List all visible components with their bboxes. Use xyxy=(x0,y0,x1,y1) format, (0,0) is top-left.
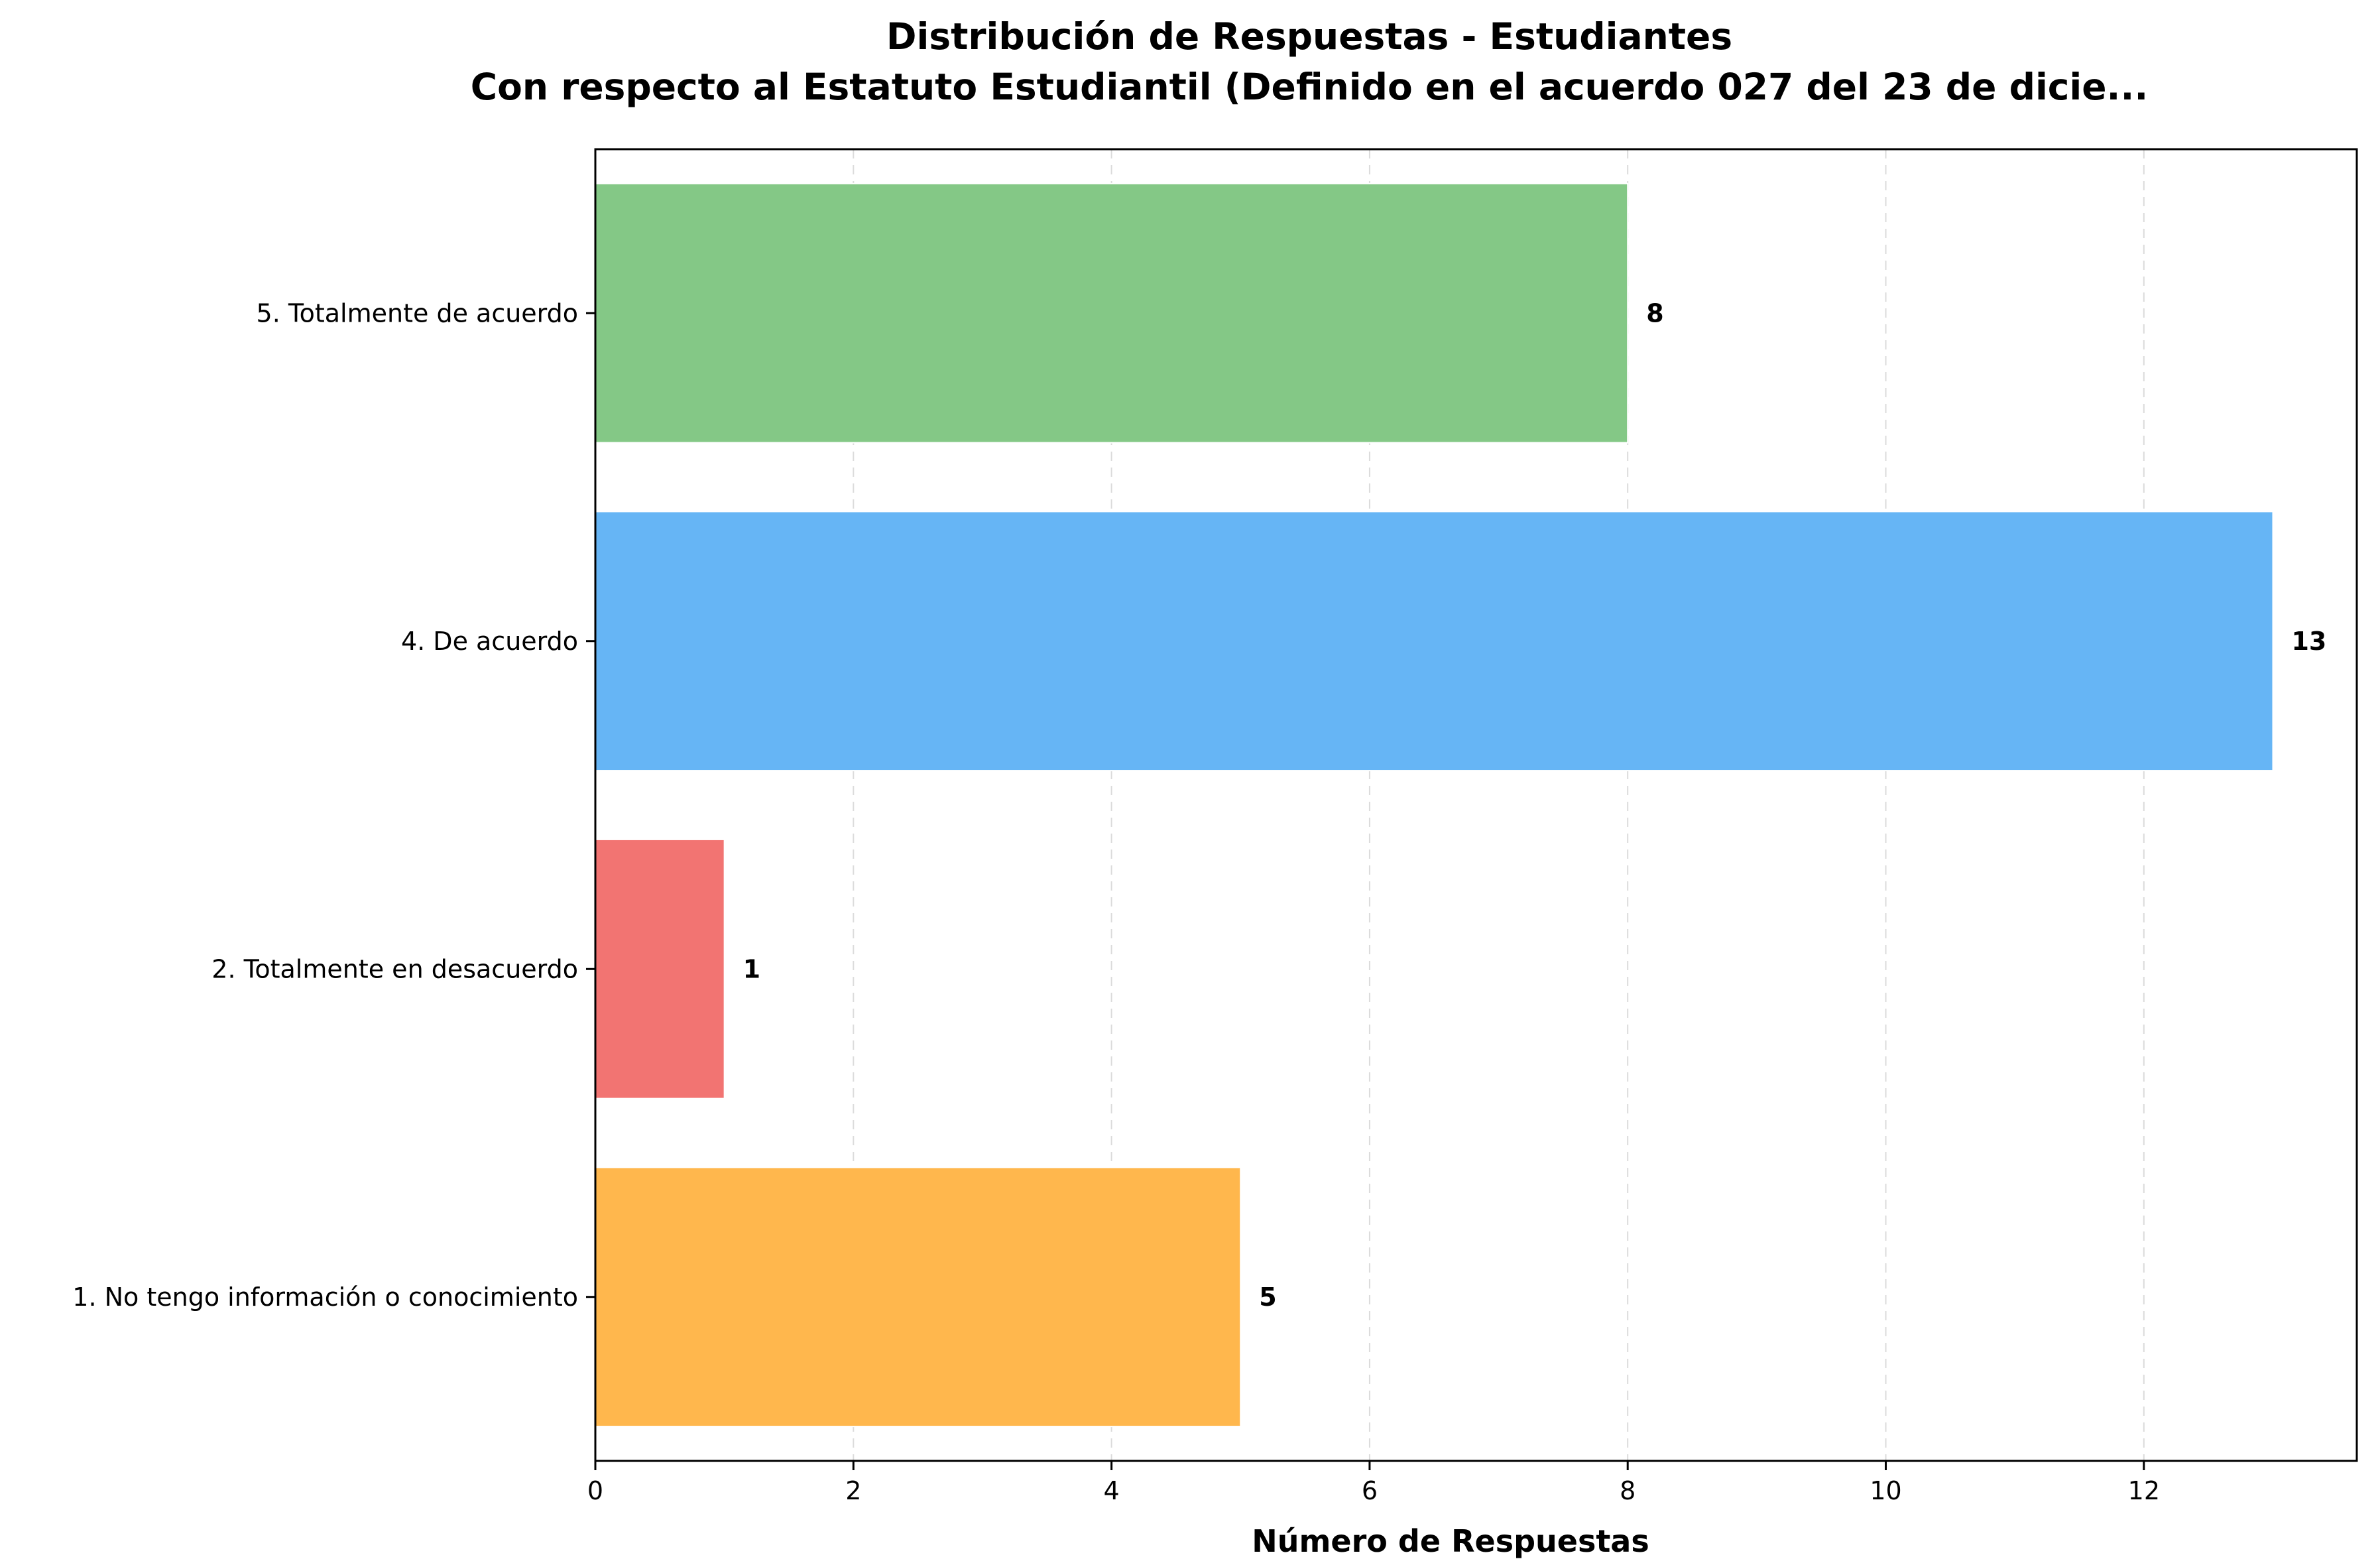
x-tick-label: 8 xyxy=(1620,1476,1636,1505)
y-tick-label: 1. No tengo información o conocimiento xyxy=(72,1283,578,1312)
y-tick-layer: 1. No tengo información o conocimiento 2.… xyxy=(72,298,595,1312)
chart-subtitle: Con respecto al Estatuto Estudiantil (De… xyxy=(471,66,2148,108)
y-tick-label: 2. Totalmente en desacuerdo xyxy=(211,954,578,983)
bar xyxy=(595,182,1629,444)
chart-title: Distribución de Respuestas - Estudiantes xyxy=(886,15,1732,58)
y-tick-label: 5. Totalmente de acuerdo xyxy=(257,298,578,328)
bar-value-label: 13 xyxy=(2291,627,2326,656)
x-tick-label: 10 xyxy=(1870,1476,1901,1505)
bar xyxy=(595,511,2274,772)
y-tick-label: 4. De acuerdo xyxy=(401,627,578,656)
bar-layer xyxy=(595,182,2274,1428)
x-axis-label: Número de Respuestas xyxy=(1252,1523,1649,1559)
x-tick-layer: 0 2 4 6 8 10 12 xyxy=(587,1461,2160,1505)
bar xyxy=(595,838,725,1099)
bar-value-label: 5 xyxy=(1259,1283,1276,1312)
x-tick-label: 2 xyxy=(845,1476,861,1505)
bar-value-label: 8 xyxy=(1646,298,1663,328)
bar-value-label: 1 xyxy=(743,954,760,983)
data-label-layer: 5 1 13 8 xyxy=(743,298,2327,1312)
plot-frame xyxy=(594,148,2358,1462)
x-tick-label: 4 xyxy=(1104,1476,1120,1505)
x-tick-label: 0 xyxy=(587,1476,603,1505)
bar xyxy=(595,1166,1242,1428)
x-tick-label: 12 xyxy=(2128,1476,2160,1505)
x-tick-label: 6 xyxy=(1362,1476,1378,1505)
